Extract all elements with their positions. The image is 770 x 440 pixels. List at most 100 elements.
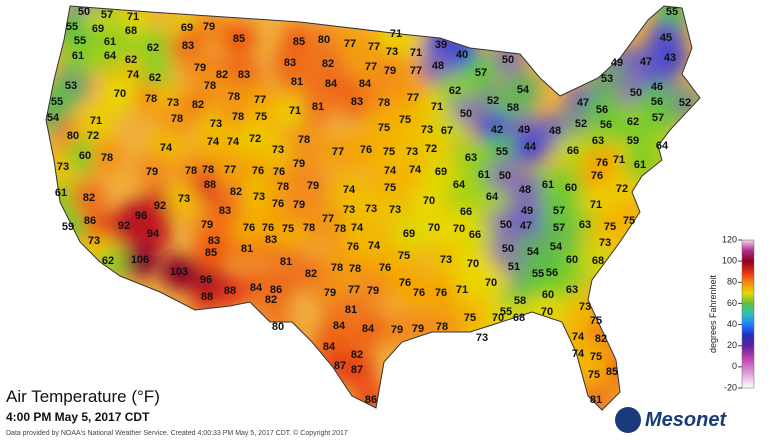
temperature-blob (423, 275, 459, 311)
temperature-blob (487, 158, 523, 194)
station-temp: 73 (406, 146, 418, 158)
station-temp: 76 (360, 144, 372, 156)
station-temp: 70 (114, 88, 126, 100)
temperature-blob (339, 84, 375, 120)
station-temp: 83 (238, 69, 250, 81)
station-temp: 79 (412, 323, 424, 335)
station-temp: 81 (241, 243, 253, 255)
station-temp: 55 (51, 96, 63, 108)
colorbar-ticks: 120 100 80 60 40 20 0 -20 (722, 234, 742, 392)
station-temp: 60 (565, 182, 577, 194)
temperature-blob (134, 154, 170, 190)
station-temp: 80 (272, 321, 284, 333)
station-temp: 86 (270, 284, 282, 296)
temperature-blob (281, 187, 317, 223)
station-temp: 96 (200, 274, 212, 286)
station-temp: 73 (88, 235, 100, 247)
station-temp: 73 (178, 193, 190, 205)
station-temp: 73 (253, 191, 265, 203)
station-temp: 96 (135, 210, 147, 222)
station-temp: 86 (365, 394, 377, 406)
station-temp: 61 (542, 179, 554, 191)
station-temp: 76 (252, 165, 264, 177)
station-temp: 86 (84, 215, 96, 227)
colorbar-tick-label: 100 (722, 256, 737, 266)
station-temp: 53 (601, 73, 613, 85)
station-temp: 82 (595, 333, 607, 345)
station-temp: 62 (125, 54, 137, 66)
temperature-blob (159, 101, 195, 137)
station-temp: 50 (78, 6, 90, 18)
station-temp: 45 (660, 32, 672, 44)
station-temp: 50 (502, 54, 514, 66)
station-temp: 75 (464, 312, 476, 324)
station-temp: 79 (201, 219, 213, 231)
station-temp: 69 (403, 228, 415, 240)
temperature-blob (310, 46, 346, 82)
temperature-blob (212, 152, 248, 188)
temperature-blob (272, 45, 308, 81)
station-temp: 70 (423, 195, 435, 207)
logo-icon (615, 407, 641, 433)
station-temp: 70 (428, 222, 440, 234)
station-temp: 55 (74, 35, 86, 47)
temperature-blob (135, 216, 171, 252)
station-temp: 75 (623, 215, 635, 227)
station-temp: 50 (630, 87, 642, 99)
station-temp: 54 (550, 241, 563, 253)
station-temp: 43 (664, 52, 676, 64)
station-temp: 54 (47, 112, 60, 124)
station-temp: 76 (435, 287, 447, 299)
station-temp: 92 (154, 200, 166, 212)
temperature-blob (604, 171, 640, 207)
temperature-blob (60, 38, 96, 74)
station-temp: 84 (333, 320, 346, 332)
station-temp: 79 (307, 180, 319, 192)
station-temp: 57 (652, 112, 664, 124)
station-temp: 83 (219, 205, 231, 217)
temperature-blob (339, 352, 375, 388)
colorbar-tick-label: 80 (727, 277, 737, 287)
temperature-blob (339, 210, 375, 246)
station-temp: 52 (487, 95, 499, 107)
station-temp: 55 (500, 306, 512, 318)
station-temp: 67 (441, 125, 453, 137)
station-temp: 73 (272, 144, 284, 156)
station-temp: 71 (410, 47, 422, 59)
station-temp: 59 (627, 135, 639, 147)
station-temp: 47 (520, 220, 532, 232)
station-temp: 82 (265, 294, 277, 306)
station-temp: 74 (572, 331, 585, 343)
station-temp: 79 (367, 285, 379, 297)
station-temp: 72 (249, 133, 261, 145)
station-temp: 70 (492, 312, 504, 324)
station-temp: 55 (66, 21, 78, 33)
station-temp: 81 (280, 256, 292, 268)
station-temp: 57 (553, 205, 565, 217)
station-temp: 64 (656, 140, 669, 152)
station-temp: 69 (92, 23, 104, 35)
station-temp: 75 (255, 111, 267, 123)
station-temp: 71 (390, 28, 402, 40)
station-temp: 54 (527, 246, 540, 258)
temperature-blob (221, 21, 257, 57)
temperature-blob (411, 183, 447, 219)
station-temp: 73 (57, 161, 69, 173)
station-temp: 62 (102, 255, 114, 267)
station-temp: 75 (378, 122, 390, 134)
station-temp: 39 (435, 39, 447, 51)
station-temp: 73 (210, 118, 222, 130)
station-temp: 57 (553, 222, 565, 234)
station-temp: 61 (72, 50, 84, 62)
station-temp: 74 (127, 69, 140, 81)
temperature-blob (333, 292, 369, 328)
station-temp: 78 (349, 263, 361, 275)
station-temp: 83 (208, 235, 220, 247)
station-temp: 74 (351, 222, 364, 234)
station-temp: 71 (90, 115, 102, 127)
station-temp: 78 (331, 262, 343, 274)
station-temp: 76 (399, 277, 411, 289)
station-temp: 82 (83, 192, 95, 204)
station-temp: 88 (204, 179, 216, 191)
station-temp: 82 (322, 58, 334, 70)
